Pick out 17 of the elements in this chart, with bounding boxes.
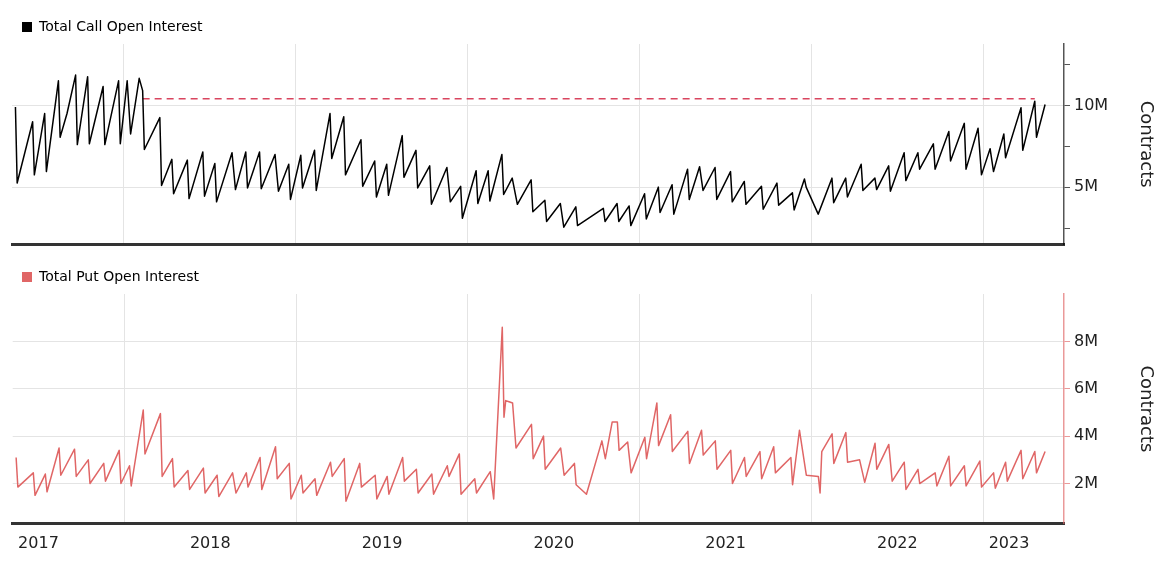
x-tick-label: 2023	[988, 532, 1030, 552]
y-axis-title: Contracts	[1136, 100, 1158, 188]
x-tick-label: 2018	[189, 532, 231, 552]
legend-label: Total Put Open Interest	[38, 267, 200, 284]
y-tick-label: 10M	[1074, 94, 1109, 114]
y-tick-label: 2M	[1074, 472, 1098, 492]
x-tick-label: 2022	[877, 532, 918, 552]
legend-label: Total Call Open Interest	[38, 17, 204, 34]
y-tick-label: 4M	[1074, 425, 1098, 445]
y-tick-label: 6M	[1074, 377, 1098, 397]
y-tick-label: 8M	[1074, 330, 1098, 350]
x-tick-label: 2017	[18, 532, 59, 552]
x-tick-label: 2020	[533, 532, 575, 552]
y-tick-label: 5M	[1074, 176, 1098, 196]
x-tick-label: 2019	[361, 532, 403, 552]
x-tick-label: 2021	[705, 532, 746, 552]
y-axis-title: Contracts	[1136, 365, 1158, 453]
